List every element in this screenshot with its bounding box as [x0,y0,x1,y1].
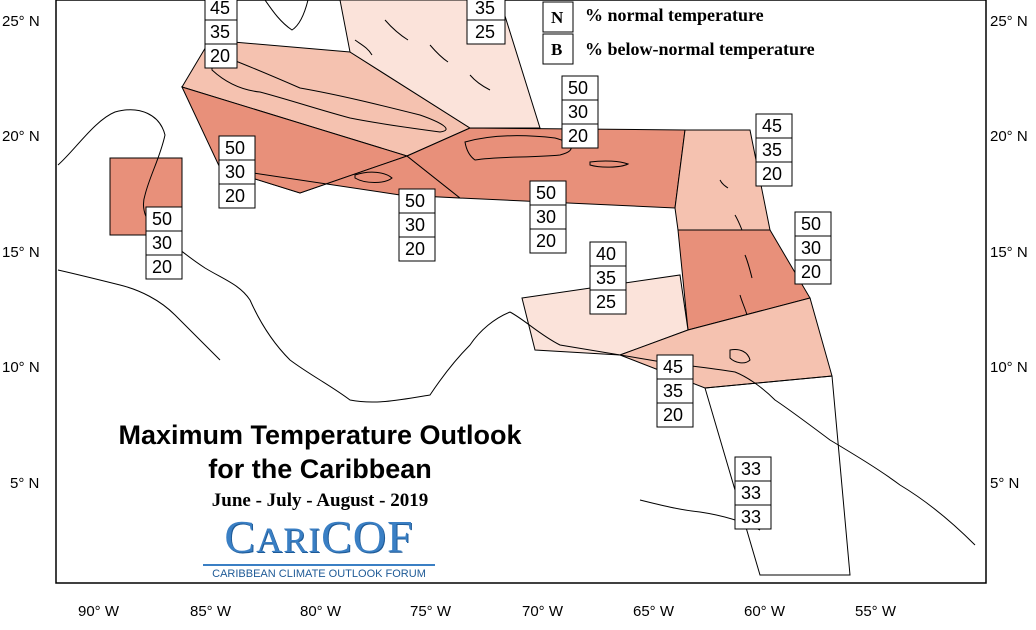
longitude-labels: 90° W 85° W 80° W 75° W 70° W 65° W 60° … [78,603,897,620]
probability-stack-leeward-islands: 45 35 20 [756,114,792,186]
probability-stack-turks-caicos: 50 30 20 [562,76,598,148]
svg-text:35: 35 [663,381,683,401]
forecast-period: June - July - August - 2019 [80,490,560,512]
lat-label: 5° N [990,475,1019,492]
lat-label: 5° N [10,475,39,492]
svg-text:30: 30 [152,233,172,253]
legend-letter-b: B [551,40,562,59]
lat-label: 15° N [2,244,40,261]
svg-text:30: 30 [536,207,556,227]
lon-label: 60° W [744,603,786,620]
lat-label: 10° N [990,359,1028,376]
probability-stack-bahamas-north: 45 35 20 [205,0,237,68]
lon-label: 85° W [190,603,232,620]
svg-text:20: 20 [568,126,588,146]
probability-stack-guianas: 33 33 33 [735,457,771,529]
lon-label: 90° W [78,603,120,620]
svg-text:50: 50 [568,78,588,98]
logo-wordmark: CARICOF [203,513,435,564]
svg-text:20: 20 [210,46,230,66]
svg-text:45: 45 [663,357,683,377]
svg-text:25: 25 [596,292,616,312]
svg-text:20: 20 [663,405,683,425]
svg-text:50: 50 [536,183,556,203]
probability-stack-cuba-west: 50 30 20 [219,136,255,208]
probability-stack-bahamas-south: 35 25 [467,0,505,44]
svg-text:45: 45 [762,116,782,136]
svg-text:50: 50 [152,209,172,229]
svg-text:33: 33 [741,507,761,527]
lon-label: 55° W [855,603,897,620]
svg-text:20: 20 [152,257,172,277]
svg-text:20: 20 [762,164,782,184]
lon-label: 65° W [633,603,675,620]
caricof-logo: CARICOF CARIBBEAN CLIMATE OUTLOOK FORUM [203,513,435,580]
svg-text:20: 20 [801,262,821,282]
svg-text:35: 35 [762,140,782,160]
lat-label: 10° N [2,359,40,376]
svg-text:30: 30 [405,215,425,235]
probability-stack-hispaniola: 50 30 20 [530,181,566,253]
title-line-1: Maximum Temperature Outlook [80,418,560,452]
svg-text:50: 50 [801,214,821,234]
svg-text:20: 20 [405,239,425,259]
lon-label: 75° W [410,603,452,620]
svg-text:45: 45 [210,0,230,18]
svg-text:20: 20 [225,186,245,206]
svg-text:40: 40 [596,244,616,264]
logo-letter: C [224,511,256,562]
legend-text-b: % below-normal temperature [585,39,815,59]
map-title: Maximum Temperature Outlook for the Cari… [80,418,560,512]
legend-text-n: % normal temperature [585,5,764,25]
probability-stack-belize: 50 30 20 [146,207,182,279]
logo-tagline: CARIBBEAN CLIMATE OUTLOOK FORUM [203,564,435,580]
latitude-labels-right: 25° N 20° N 15° N 10° N 5° N [990,13,1028,492]
svg-text:50: 50 [225,138,245,158]
svg-text:30: 30 [225,162,245,182]
probability-stack-trinidad-tobago: 45 35 20 [657,355,693,427]
lat-label: 15° N [990,244,1028,261]
lat-label: 25° N [2,13,40,30]
lon-label: 70° W [522,603,564,620]
lat-label: 20° N [2,128,40,145]
svg-text:30: 30 [568,102,588,122]
probability-stack-windward-islands: 50 30 20 [795,212,831,284]
svg-text:35: 35 [210,22,230,42]
logo-letters-small: ARI [256,520,321,560]
lat-label: 25° N [990,13,1028,30]
latitude-labels-left: 25° N 20° N 15° N 10° N 5° N [2,13,40,492]
svg-text:30: 30 [801,238,821,258]
probability-stack-abc-islands: 40 35 25 [590,242,626,314]
svg-text:33: 33 [741,483,761,503]
svg-text:33: 33 [741,459,761,479]
probability-stack-jamaica: 50 30 20 [399,189,435,261]
title-line-2: for the Caribbean [80,452,560,486]
svg-text:50: 50 [405,191,425,211]
logo-letters: COF [321,511,413,562]
svg-text:20: 20 [536,231,556,251]
lat-label: 20° N [990,128,1028,145]
lon-label: 80° W [300,603,342,620]
legend-letter-n: N [551,8,564,27]
svg-text:25: 25 [475,22,495,42]
svg-text:35: 35 [596,268,616,288]
svg-text:35: 35 [475,0,495,18]
